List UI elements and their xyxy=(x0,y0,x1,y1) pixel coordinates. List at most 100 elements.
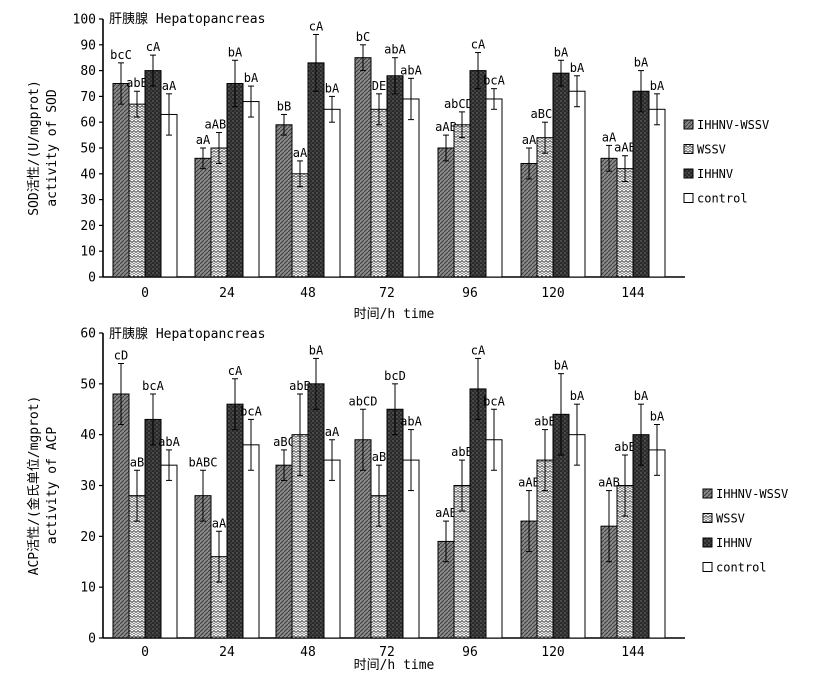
significance-label: bcA xyxy=(483,394,505,408)
significance-label: aBC xyxy=(273,435,295,449)
x-tick-label: 96 xyxy=(462,286,478,301)
significance-label: bB xyxy=(277,99,291,113)
significance-label: bA xyxy=(554,45,569,59)
bar xyxy=(648,108,666,278)
significance-label: aA xyxy=(325,425,340,439)
bar xyxy=(437,147,455,278)
significance-label: aB xyxy=(372,450,386,464)
legend-swatch xyxy=(683,144,694,154)
bar xyxy=(112,83,130,278)
significance-label: bcA xyxy=(240,404,262,418)
significance-label: abA xyxy=(400,63,422,77)
x-tick-label: 120 xyxy=(541,286,564,301)
significance-label: abB xyxy=(614,440,636,454)
significance-label: aA xyxy=(196,133,211,147)
y-tick-label: 80 xyxy=(80,64,96,79)
y-tick-label: 40 xyxy=(80,167,96,182)
acp-chart-panel: 0 10 20 30 40 50 60 0 24 48 72 96 120 144 肝胰腺 Hepatopa… xyxy=(26,327,788,674)
x-tick-label: 48 xyxy=(300,645,316,660)
x-tick-label: 0 xyxy=(141,645,149,660)
bar xyxy=(323,108,341,278)
significance-label: abA xyxy=(384,43,406,57)
legend-swatch xyxy=(683,119,694,130)
legend-label: IHHNV-WSSV xyxy=(697,118,769,132)
bar xyxy=(536,137,554,278)
bar xyxy=(210,147,228,278)
legend-label: control xyxy=(697,192,748,206)
significance-label: aA xyxy=(293,146,308,160)
legend-swatch xyxy=(702,537,713,548)
bar xyxy=(242,101,260,278)
y-tick-label: 0 xyxy=(88,632,96,647)
significance-label: cA xyxy=(309,19,324,33)
bar xyxy=(354,57,372,278)
bar xyxy=(194,157,212,278)
bar xyxy=(307,62,325,278)
bar xyxy=(307,383,325,639)
legend-swatch xyxy=(702,562,713,572)
bar xyxy=(616,168,634,278)
bar xyxy=(485,98,503,278)
significance-label: aAB xyxy=(435,506,457,520)
bar xyxy=(226,403,244,639)
bar xyxy=(552,72,570,278)
y-tick-label: 90 xyxy=(80,38,96,53)
significance-label: bA xyxy=(650,410,665,424)
x-tick-label: 144 xyxy=(621,286,645,301)
significance-label: aB xyxy=(130,455,144,469)
y-tick-label: 10 xyxy=(80,581,96,596)
legend-swatch xyxy=(683,193,694,203)
bar xyxy=(648,449,666,639)
y-tick-label: 30 xyxy=(80,193,96,208)
legend-swatch xyxy=(683,168,694,179)
y-tick-label: 70 xyxy=(80,90,96,105)
x-tick-label: 0 xyxy=(141,286,149,301)
bar xyxy=(323,459,341,639)
legend-swatch xyxy=(702,488,713,499)
significance-label: bA xyxy=(650,79,665,93)
significance-label: bA xyxy=(325,81,340,95)
bar xyxy=(600,157,618,278)
significance-label: aA xyxy=(212,516,227,530)
y-axis-label: ACP活性/(金氏单位/mgprot) xyxy=(26,396,42,576)
bar xyxy=(402,98,420,278)
x-tick-label: 120 xyxy=(541,645,564,660)
significance-label: bcA xyxy=(483,74,505,88)
legend-swatch xyxy=(702,513,713,523)
significance-label: cA xyxy=(471,38,486,52)
significance-label: bcA xyxy=(142,379,164,393)
x-tick-label: 72 xyxy=(379,645,395,660)
bar xyxy=(453,124,471,278)
significance-label: aA xyxy=(602,130,617,144)
legend-label: IHHNV xyxy=(716,536,752,550)
significance-label: bABC xyxy=(189,455,218,469)
significance-label: abA xyxy=(158,435,180,449)
bar xyxy=(469,70,487,278)
significance-label: abB xyxy=(289,379,311,393)
significance-label: cD xyxy=(114,349,128,363)
bar xyxy=(386,408,404,639)
significance-label: bA xyxy=(309,343,324,357)
x-tick-label: 144 xyxy=(621,645,645,660)
sod-chart-panel: 0 10 20 30 40 50 60 70 80 90 100 0 24 48 72 96 120 144 肝胰腺… xyxy=(27,12,769,322)
significance-label: cA xyxy=(471,343,486,357)
bar xyxy=(112,393,130,639)
significance-label: aA xyxy=(522,133,537,147)
y-tick-label: 20 xyxy=(80,530,96,545)
y-tick-label: 50 xyxy=(80,377,96,392)
x-tick-label: 48 xyxy=(300,286,316,301)
x-tick-label: 72 xyxy=(379,286,395,301)
legend-label: WSSV xyxy=(716,512,745,526)
bar xyxy=(226,83,244,278)
bar xyxy=(469,388,487,639)
y-axis-label: SOD活性/(U/mgprot) xyxy=(27,80,42,216)
significance-label: bA xyxy=(554,359,569,373)
significance-label: bA xyxy=(634,389,649,403)
significance-label: aAB xyxy=(614,141,636,155)
significance-label: aAB xyxy=(518,476,540,490)
y-tick-label: 40 xyxy=(80,428,96,443)
bar xyxy=(291,173,309,278)
y-tick-label: 30 xyxy=(80,479,96,494)
significance-label: bcD xyxy=(384,369,406,383)
